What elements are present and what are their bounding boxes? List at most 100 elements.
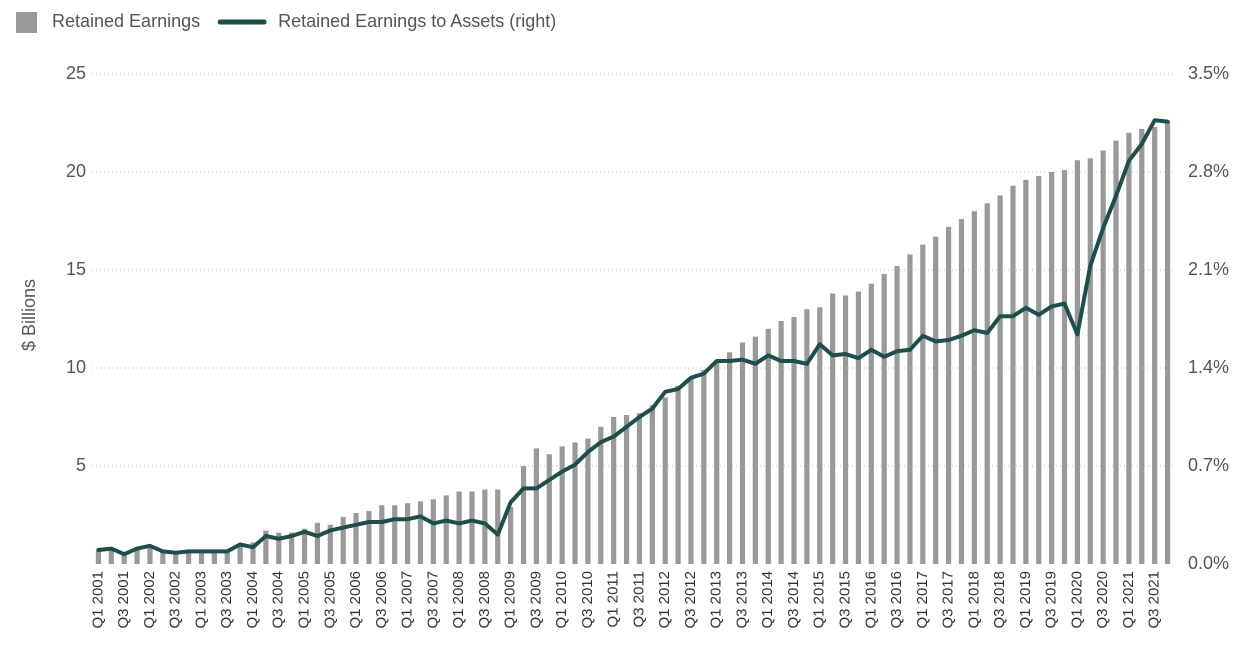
legend-label: Retained Earnings to Assets (right) (278, 11, 556, 31)
bar (1152, 126, 1158, 565)
x-tick-label: Q3 2021 (1146, 571, 1163, 629)
x-tick-label: Q1 2019 (1017, 571, 1034, 629)
bar (585, 438, 591, 564)
bar (1049, 172, 1055, 564)
bar (198, 552, 205, 564)
bar (508, 507, 514, 564)
bar (778, 320, 784, 564)
x-tick-label: Q1 2012 (656, 571, 673, 629)
bar (392, 505, 398, 564)
bar (237, 544, 243, 564)
bar (533, 448, 539, 564)
bar (997, 195, 1003, 564)
x-tick-label: Q1 2015 (811, 571, 828, 629)
bar (289, 532, 295, 564)
bar (598, 426, 604, 564)
bar (134, 548, 140, 564)
bar (108, 548, 114, 564)
bar (971, 211, 977, 564)
x-tick-label: Q3 2001 (115, 571, 132, 629)
x-tick-label: Q1 2010 (553, 571, 570, 629)
x-tick-label: Q1 2008 (450, 571, 467, 629)
bar (520, 466, 527, 564)
bar (791, 317, 797, 564)
bar (611, 417, 617, 564)
bar (958, 219, 965, 565)
bar (881, 273, 887, 564)
x-tick-label: Q3 2015 (837, 571, 854, 629)
bar (1087, 158, 1093, 564)
bar (495, 489, 501, 564)
y2-tick-label: 2.8% (1188, 161, 1229, 181)
y2-tick-label: 3.5% (1188, 63, 1229, 83)
bar (443, 495, 449, 564)
bar (752, 336, 758, 564)
bar (186, 552, 192, 564)
bar (1126, 132, 1132, 565)
bar (559, 446, 565, 564)
y-tick-label: 15 (66, 259, 86, 279)
bar (340, 516, 346, 564)
bar (1061, 170, 1068, 565)
x-tick-label: Q1 2005 (296, 571, 313, 629)
bar (907, 254, 913, 564)
x-tick-label: Q3 2007 (424, 571, 441, 629)
y2-tick-label: 2.1% (1188, 259, 1229, 279)
x-tick-label: Q3 2004 (270, 571, 287, 629)
bar (482, 489, 488, 564)
bar (623, 415, 630, 564)
bar (701, 369, 707, 564)
y-tick-label: 5 (76, 455, 86, 475)
x-tick-label: Q3 2014 (785, 571, 802, 629)
x-tick-label: Q1 2004 (244, 571, 261, 629)
bar (314, 522, 321, 564)
bar (353, 513, 359, 564)
bar (765, 328, 771, 564)
bar (301, 528, 308, 564)
bar (250, 542, 256, 564)
bar (572, 442, 578, 564)
x-tick-label: Q1 2002 (141, 571, 158, 629)
bar (121, 554, 127, 564)
bar (636, 413, 643, 564)
x-tick-label: Q1 2016 (862, 571, 879, 629)
bar (933, 236, 939, 564)
x-tick-label: Q1 2013 (708, 571, 725, 629)
x-tick-label: Q3 2005 (321, 571, 338, 629)
bar (1036, 175, 1042, 565)
x-tick-label: Q1 2011 (605, 571, 622, 627)
bar (1010, 185, 1016, 564)
x-tick-label: Q1 2001 (89, 571, 106, 629)
bar (147, 546, 153, 564)
x-tick-label: Q3 2011 (630, 571, 647, 627)
x-tick-label: Q1 2018 (965, 571, 982, 629)
x-tick-label: Q1 2021 (1120, 571, 1137, 629)
legend-swatch (16, 12, 37, 33)
x-tick-label: Q1 2009 (502, 571, 519, 629)
y2-tick-label: 0.0% (1188, 553, 1229, 573)
legend-label: Retained Earnings (52, 11, 200, 31)
x-tick-label: Q3 2016 (888, 571, 905, 629)
y2-tick-label: 0.7% (1188, 455, 1229, 475)
bar (546, 454, 552, 564)
y-tick-label: 20 (66, 161, 86, 181)
bar (263, 530, 269, 564)
bar (688, 377, 694, 564)
bar (739, 342, 746, 564)
bar (173, 554, 179, 564)
bar (95, 550, 102, 564)
bar (894, 266, 900, 564)
bar (430, 499, 436, 564)
bar (804, 309, 810, 564)
y2-tick-label: 1.4% (1188, 357, 1229, 377)
bar (160, 552, 166, 564)
x-tick-label: Q3 2019 (1043, 571, 1060, 629)
x-tick-label: Q3 2003 (218, 571, 235, 629)
x-tick-label: Q3 2008 (476, 571, 493, 629)
bar (727, 352, 733, 564)
x-tick-label: Q1 2007 (399, 571, 416, 629)
bar (662, 397, 668, 564)
x-tick-label: Q1 2006 (347, 571, 364, 629)
x-tick-label: Q1 2014 (759, 571, 776, 629)
